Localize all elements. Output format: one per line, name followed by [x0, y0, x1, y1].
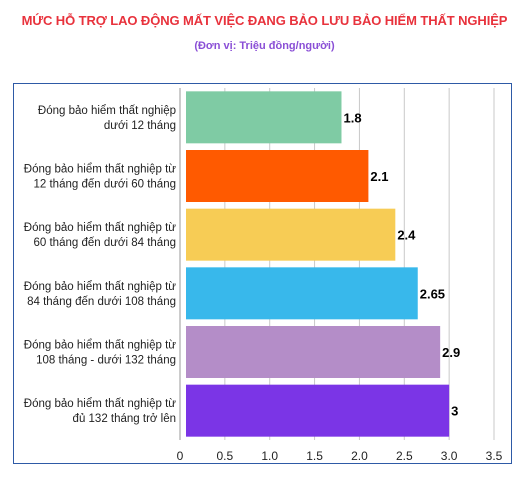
x-tick-label: 3.0 [441, 449, 458, 463]
x-tick-label: 3.5 [486, 449, 503, 463]
bar [186, 267, 418, 320]
bar [186, 150, 369, 202]
data-label: 2.9 [442, 345, 460, 360]
category-label: đủ 132 tháng trở lên [73, 413, 176, 425]
category-label: Đóng bảo hiểm thất nghiệp từ [24, 398, 176, 410]
x-tick-label: 2.0 [351, 449, 368, 463]
x-tick-label: 1.5 [306, 449, 323, 463]
bar [186, 208, 396, 261]
category-label: 108 tháng - dưới 132 tháng [36, 355, 176, 367]
x-tick-label: 0.5 [217, 449, 234, 463]
category-label: Đóng bảo hiểm thất nghiệp từ [24, 340, 176, 352]
bar [186, 91, 342, 144]
category-label: 12 tháng đến dưới 60 tháng [34, 179, 177, 191]
category-label: 84 tháng đến dưới 108 tháng [27, 296, 176, 308]
category-label: Đóng bảo hiểm thất nghiệp [38, 105, 176, 117]
x-tick-label: 1.0 [261, 449, 278, 463]
x-tick-label: 0 [177, 449, 184, 463]
data-label: 1.8 [343, 110, 361, 125]
category-label: Đóng bảo hiểm thất nghiệp từ [24, 164, 176, 176]
x-tick-label: 2.5 [396, 449, 413, 463]
chart-frame [13, 83, 512, 464]
bar [186, 384, 450, 437]
data-label: 2.65 [420, 286, 445, 301]
data-label: 3 [451, 404, 458, 419]
chart-subtitle: (Đơn vị: Triệu đồng/người) [194, 40, 335, 52]
data-label: 2.4 [397, 228, 416, 243]
bar [186, 326, 441, 378]
category-label: Đóng bảo hiểm thất nghiệp từ [24, 222, 176, 234]
data-label: 2.1 [370, 169, 388, 184]
category-label: dưới 12 tháng [104, 120, 176, 132]
category-label: Đóng bảo hiểm thất nghiệp từ [24, 281, 176, 293]
chart-title: MỨC HỖ TRỢ LAO ĐỘNG MẤT VIỆC ĐANG BẢO LƯ… [21, 13, 508, 28]
category-label: 60 tháng đến dưới 84 tháng [34, 237, 177, 249]
